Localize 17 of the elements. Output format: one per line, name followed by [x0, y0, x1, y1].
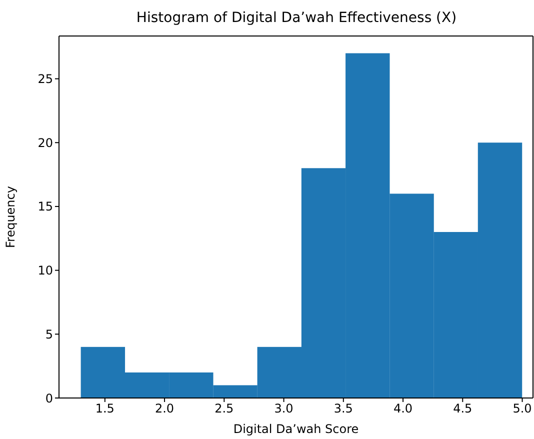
y-axis-title: Frequency — [3, 186, 18, 248]
y-tick-label: 20 — [38, 136, 53, 150]
x-tick-label: 2.0 — [154, 402, 174, 416]
x-tick-label: 4.0 — [393, 402, 413, 416]
x-tick-label: 5.0 — [512, 402, 532, 416]
x-tick-label: 1.5 — [95, 402, 114, 416]
x-axis-title: Digital Da’wah Score — [233, 422, 359, 436]
y-tick-label: 25 — [38, 72, 53, 86]
y-tick-label: 0 — [45, 391, 53, 406]
x-tick-label: 2.5 — [214, 402, 234, 416]
chart-title: Histogram of Digital Da’wah Effectiveness (X) — [136, 10, 457, 26]
y-tick-label: 5 — [45, 327, 53, 342]
x-tick-label: 4.5 — [453, 402, 472, 416]
y-tick-label: 15 — [38, 200, 53, 214]
x-tick-label: 3.5 — [334, 402, 353, 416]
x-tick-label: 3.0 — [274, 402, 294, 416]
y-tick-label: 10 — [38, 264, 53, 278]
